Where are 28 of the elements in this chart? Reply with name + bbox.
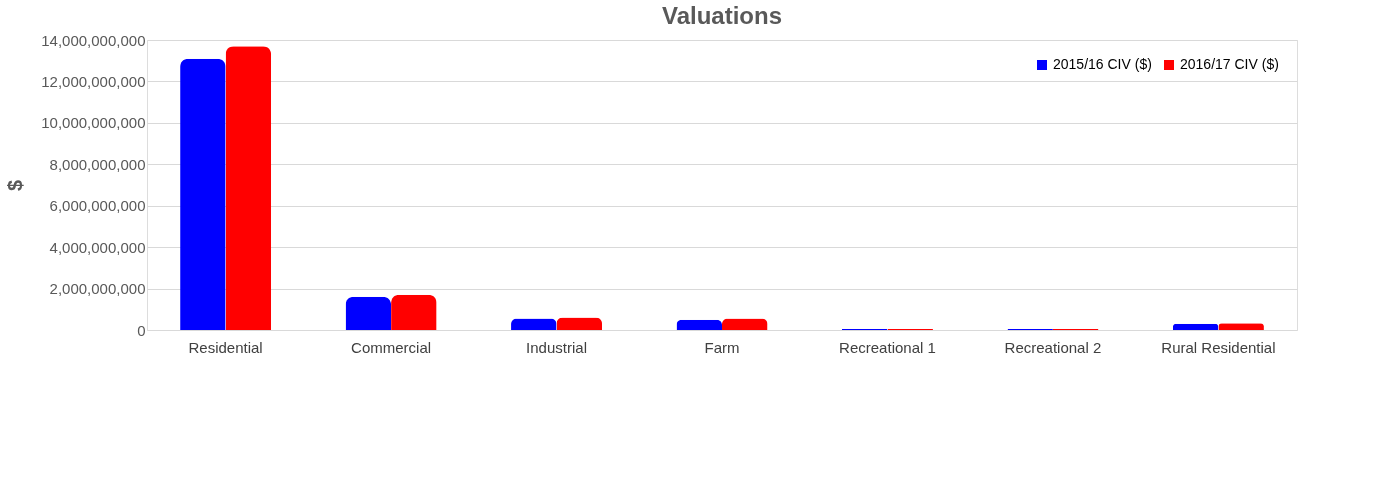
y-tick-label: 0 — [137, 321, 146, 339]
bar — [1172, 323, 1219, 330]
y-tick-label: 2,000,000,000 — [49, 280, 146, 298]
x-tick-label: Farm — [704, 338, 740, 356]
legend-label: 2015/16 CIV ($) — [1053, 56, 1152, 72]
bar — [180, 58, 226, 330]
bar — [556, 317, 603, 330]
bar — [345, 296, 392, 330]
x-tick-label: Rural Residential — [1161, 338, 1276, 356]
y-tick-label: 10,000,000,000 — [41, 114, 146, 132]
bar — [676, 319, 722, 330]
bar — [391, 294, 437, 330]
y-tick-label: 12,000,000,000 — [41, 72, 146, 90]
y-axis-title: $ — [4, 179, 27, 192]
chart-title: Valuations — [661, 2, 783, 29]
x-tick-label: Industrial — [526, 338, 587, 356]
legend-label: 2016/17 CIV ($) — [1180, 56, 1279, 72]
y-tick-label: 8,000,000,000 — [49, 155, 146, 173]
x-tick-label: Recreational 2 — [1004, 338, 1102, 356]
x-tick-label: Residential — [188, 338, 263, 356]
x-tick-label: Recreational 1 — [839, 338, 936, 356]
y-tick-label: 6,000,000,000 — [49, 197, 146, 215]
y-tick-label: 4,000,000,000 — [49, 238, 146, 256]
x-tick-label: Commercial — [351, 338, 432, 356]
bar — [225, 46, 272, 330]
bar — [722, 318, 768, 330]
bar — [511, 318, 557, 330]
y-tick-label: 14,000,000,000 — [41, 31, 146, 49]
